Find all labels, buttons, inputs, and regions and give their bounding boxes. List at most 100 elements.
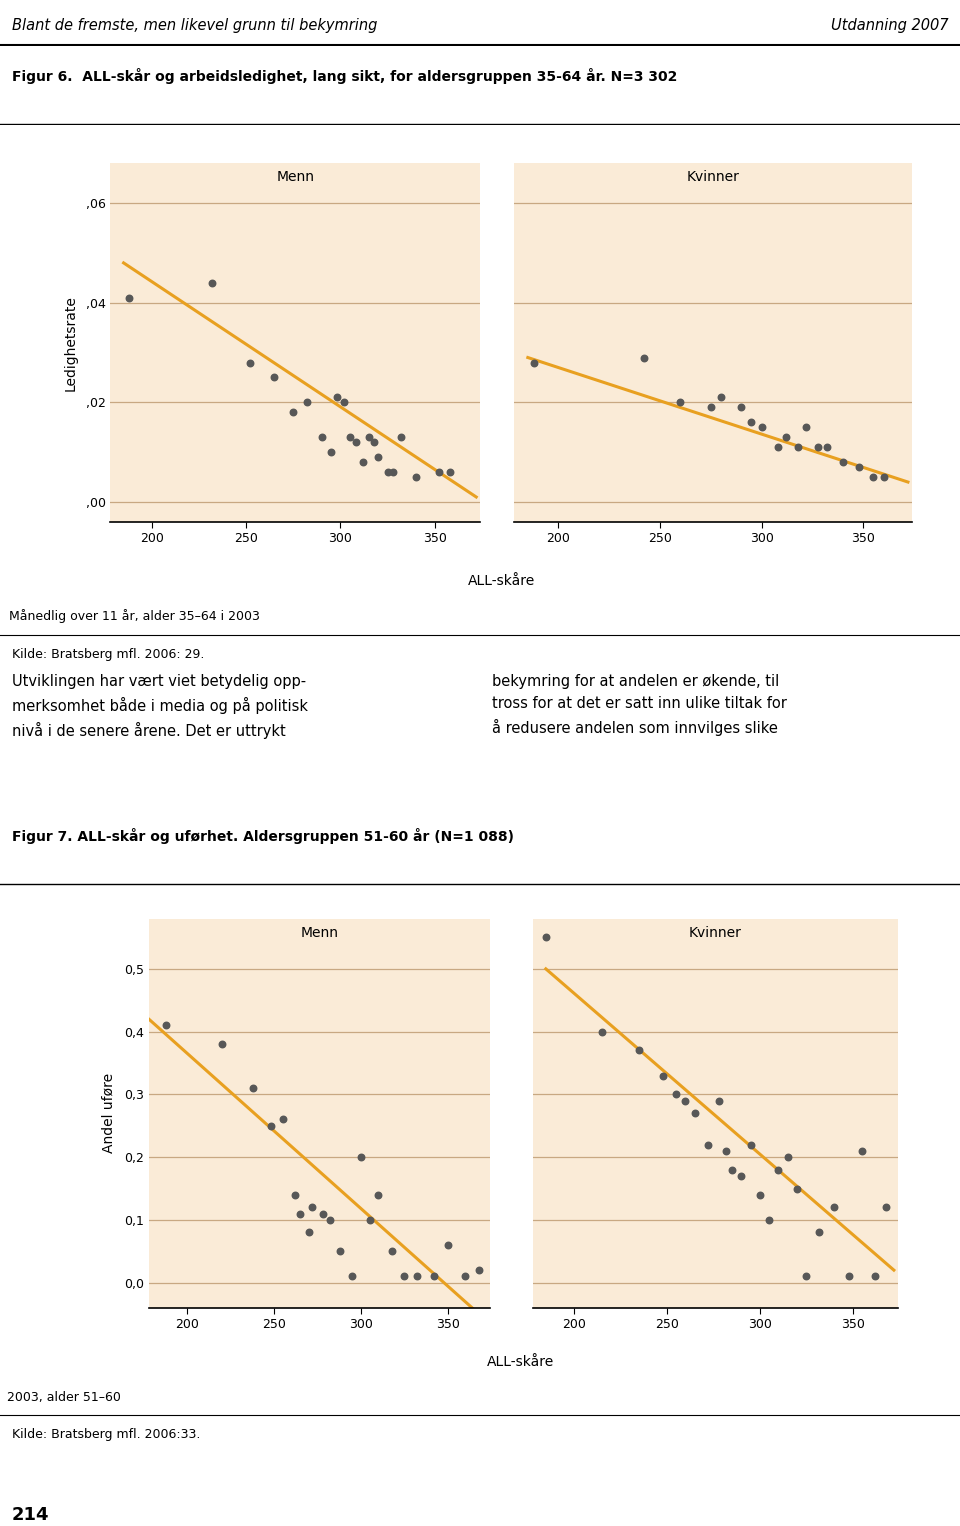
Point	[713, 385, 729, 409]
Point	[431, 459, 446, 484]
Point	[122, 285, 137, 310]
Text: Kilde: Bratsberg mfl. 2006:33.: Kilde: Bratsberg mfl. 2006:33.	[12, 1428, 200, 1441]
Point	[443, 459, 458, 484]
Point	[811, 435, 827, 459]
Point	[835, 450, 851, 475]
Point	[263, 1114, 278, 1138]
Point	[242, 351, 257, 375]
Point	[761, 1207, 777, 1231]
Text: Blant de fremste, men likevel grunn til bekymring: Blant de fremste, men likevel grunn til …	[12, 18, 377, 32]
Point	[753, 1183, 768, 1207]
Point	[636, 345, 652, 369]
Point	[799, 415, 814, 439]
Point	[275, 1108, 290, 1132]
Point	[342, 426, 357, 450]
Text: Menn: Menn	[276, 171, 314, 185]
Point	[632, 1038, 647, 1062]
Point	[827, 1195, 842, 1219]
Point	[539, 925, 554, 949]
Point	[678, 1088, 693, 1112]
Point	[668, 1082, 684, 1106]
Point	[361, 426, 376, 450]
Point	[324, 439, 339, 464]
Point	[396, 1264, 412, 1288]
Point	[371, 446, 386, 470]
Point	[348, 430, 363, 455]
Point	[842, 1264, 857, 1288]
Point	[876, 465, 891, 490]
Text: Figur 6.  ALL-skår og arbeidsledighet, lang sikt, for aldersgruppen 35-64 år. N=: Figur 6. ALL-skår og arbeidsledighet, la…	[12, 69, 677, 84]
Point	[471, 1257, 487, 1282]
Point	[458, 1264, 473, 1288]
Point	[770, 435, 785, 459]
Point	[733, 395, 749, 420]
Point	[367, 430, 382, 455]
Point	[799, 1264, 814, 1288]
Point	[355, 450, 371, 475]
Point	[852, 455, 867, 479]
Point	[779, 426, 794, 450]
Point	[656, 1064, 671, 1088]
Point	[362, 1207, 377, 1231]
Point	[393, 426, 408, 450]
Point	[293, 1201, 308, 1225]
Point	[700, 1132, 715, 1157]
Point	[724, 1158, 739, 1183]
Point	[789, 1177, 804, 1201]
Point	[441, 1233, 456, 1257]
Point	[380, 459, 396, 484]
Point	[286, 400, 301, 424]
Point	[345, 1264, 360, 1288]
Point	[246, 1076, 261, 1100]
Point	[386, 459, 401, 484]
Y-axis label: Ledighetsrate: Ledighetsrate	[63, 295, 77, 391]
Point	[854, 1138, 870, 1163]
Point	[408, 465, 423, 490]
Point	[790, 435, 805, 459]
Point	[780, 1144, 796, 1169]
Point	[301, 1221, 317, 1245]
Point	[385, 1239, 400, 1264]
Point	[819, 435, 834, 459]
Point	[337, 391, 352, 415]
Point	[322, 1207, 337, 1231]
Point	[868, 1264, 883, 1288]
Y-axis label: Andel uføre: Andel uføre	[102, 1073, 115, 1154]
Text: Utdanning 2007: Utdanning 2007	[831, 18, 948, 32]
Point	[687, 1102, 703, 1126]
Text: Kvinner: Kvinner	[686, 171, 739, 185]
Text: bekymring for at andelen er økende, til
tross for at det er satt inn ulike tilta: bekymring for at andelen er økende, til …	[492, 674, 786, 736]
Text: 2003, alder 51–60: 2003, alder 51–60	[7, 1392, 121, 1404]
Text: ALL-skåre: ALL-skåre	[487, 1355, 555, 1369]
Point	[711, 1088, 727, 1112]
Point	[733, 1164, 749, 1189]
Point	[158, 1013, 174, 1038]
Text: Figur 7. ALL-skår og uførhet. Aldersgruppen 51-60 år (N=1 088): Figur 7. ALL-skår og uførhet. Aldersgrup…	[12, 829, 514, 844]
Point	[304, 1195, 320, 1219]
Point	[371, 1183, 386, 1207]
Point	[719, 1138, 734, 1163]
Point	[812, 1221, 828, 1245]
Point	[204, 270, 220, 295]
Point	[703, 395, 718, 420]
Point	[771, 1158, 786, 1183]
Text: 214: 214	[12, 1506, 49, 1523]
Text: ALL-skåre: ALL-skåre	[468, 574, 536, 589]
Text: Menn: Menn	[300, 926, 338, 940]
Point	[744, 410, 759, 435]
Point	[332, 1239, 348, 1264]
Point	[214, 1032, 229, 1056]
Point	[267, 365, 282, 389]
Point	[315, 1201, 330, 1225]
Point	[353, 1144, 369, 1169]
Text: Utviklingen har vært viet betydelig opp-
merksomhet både i media og på politisk
: Utviklingen har vært viet betydelig opp-…	[12, 674, 307, 739]
Point	[754, 415, 769, 439]
Text: Månedlig over 11 år, alder 35–64 i 2003: Månedlig over 11 år, alder 35–64 i 2003	[9, 609, 259, 624]
Point	[594, 1019, 610, 1044]
Point	[314, 426, 329, 450]
Point	[409, 1264, 424, 1288]
Point	[878, 1195, 894, 1219]
Point	[329, 385, 345, 409]
Point	[426, 1264, 442, 1288]
Point	[287, 1183, 302, 1207]
